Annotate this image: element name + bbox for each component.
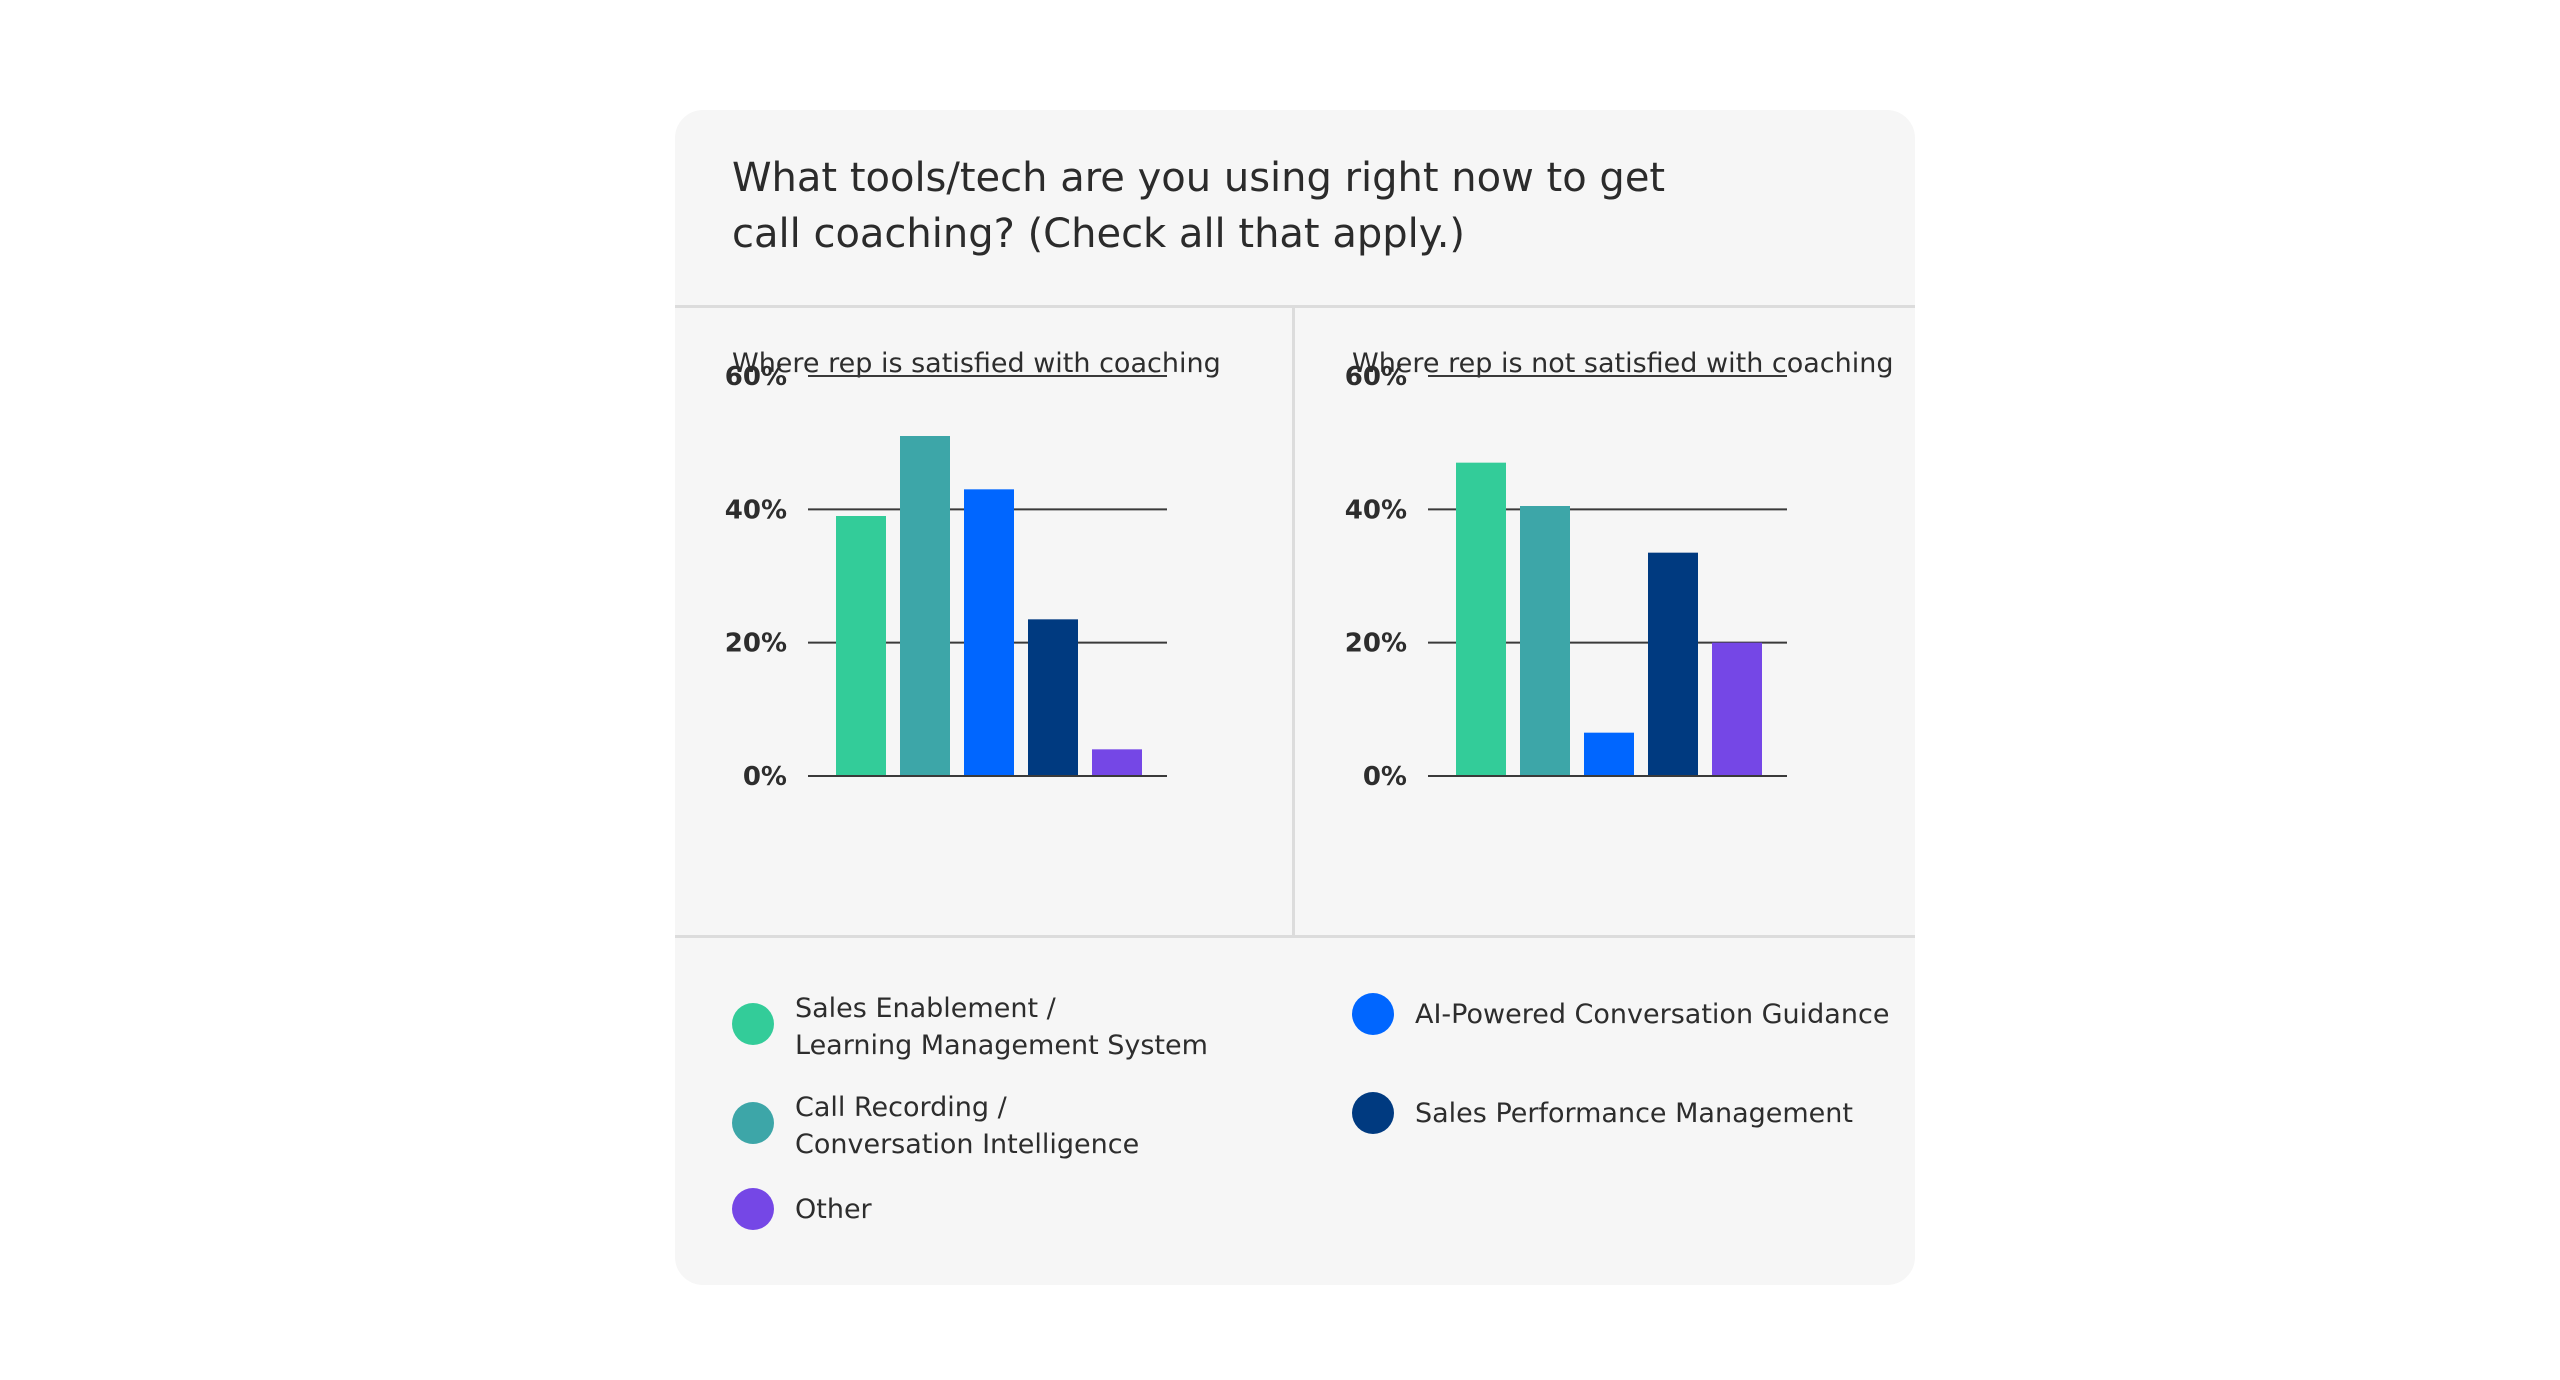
bar [1648,552,1698,776]
y-tick-label: 60% [1345,362,1407,392]
legend-swatch [732,1188,774,1230]
panel-divider [1292,308,1295,935]
legend-label: Sales Performance Management [1415,1098,1853,1129]
bar [1712,642,1762,776]
legend-swatch [1352,1092,1394,1134]
legend-swatch [732,1003,774,1045]
bar [1028,619,1078,776]
panel-title: Where rep is satisfied with coaching [732,348,1221,379]
legend-label: Other [795,1194,872,1225]
y-tick-label: 0% [743,762,787,792]
y-tick-label: 40% [725,495,787,525]
legend-label: Call Recording / Conversation Intelligen… [795,1092,1140,1160]
chart-panel-satisfied: Where rep is satisfied with coaching 0% 2… [675,308,1292,935]
bar [964,489,1014,776]
bar-chart-satisfied: 0% 20% 40% 60% [725,362,1167,792]
legend-label: AI-Powered Conversation Guidance [1415,999,1890,1030]
legend-swatch [1352,993,1394,1035]
y-tick-label: 20% [1345,629,1407,659]
bar-chart-not-satisfied: 0% 20% 40% 60% [1345,362,1787,792]
header-divider [675,305,1915,308]
y-tick-label: 40% [1345,495,1407,525]
chart-title: What tools/tech are you using right now … [732,155,1666,257]
bar [836,516,886,776]
bar [900,436,950,776]
legend-label: Sales Enablement / Learning Management S… [795,993,1208,1061]
legend-swatch [732,1102,774,1144]
bar [1092,749,1142,776]
bar [1456,462,1506,776]
chart-panel-not-satisfied: Where rep is not satisfied with coaching… [1295,308,1912,935]
y-tick-label: 0% [1363,762,1407,792]
bar [1584,732,1634,776]
y-tick-label: 60% [725,362,787,392]
bar [1520,506,1570,776]
legend-divider [675,935,1915,938]
panel-title: Where rep is not satisfied with coaching [1352,348,1894,379]
y-tick-label: 20% [725,629,787,659]
chart-card: What tools/tech are you using right now … [675,110,1915,1285]
